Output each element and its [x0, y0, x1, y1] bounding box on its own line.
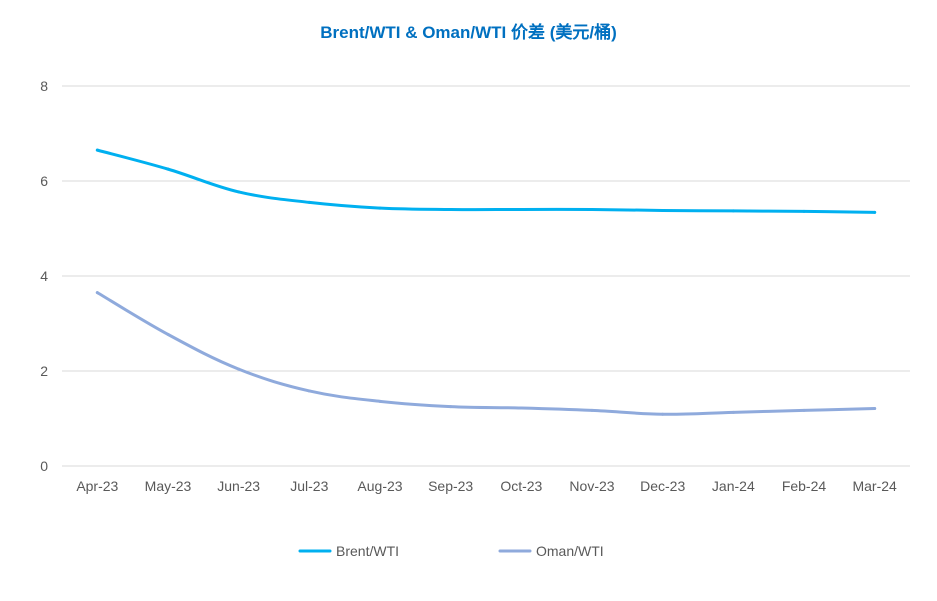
data-point [873, 407, 877, 411]
data-point [449, 208, 453, 211]
y-tick-label: 4 [40, 268, 48, 284]
series-brent-wti [95, 148, 877, 214]
series-line [95, 291, 877, 416]
data-point [95, 148, 99, 152]
gridlines [62, 85, 910, 467]
data-point [449, 405, 453, 409]
data-point [873, 210, 877, 214]
data-point [307, 200, 311, 204]
x-tick-label: May-23 [145, 478, 192, 494]
y-tick-label: 6 [40, 173, 48, 189]
x-tick-label: Sep-23 [428, 478, 473, 494]
data-point [519, 208, 523, 211]
y-tick-label: 0 [40, 458, 48, 474]
x-tick-label: Mar-24 [852, 478, 897, 494]
data-point [237, 190, 241, 194]
x-tick-label: Feb-24 [782, 478, 827, 494]
data-point [378, 206, 382, 210]
x-tick-label: Jun-23 [217, 478, 260, 494]
series-oman-wti [95, 291, 877, 416]
data-point [166, 332, 170, 336]
data-point [661, 412, 665, 416]
series-lines [95, 148, 877, 416]
data-point [590, 408, 594, 412]
data-point [731, 410, 735, 414]
data-point [590, 208, 594, 211]
data-point [378, 399, 382, 403]
x-tick-label: Nov-23 [569, 478, 614, 494]
x-tick-label: Oct-23 [500, 478, 542, 494]
data-point [95, 291, 99, 295]
y-tick-label: 2 [40, 363, 48, 379]
data-point [731, 209, 735, 213]
x-tick-label: Dec-23 [640, 478, 685, 494]
x-tick-label: Aug-23 [357, 478, 402, 494]
x-axis-tick-labels: Apr-23 May-23 Jun-23 Jul-23 Aug-23 Sep-23 Oct-… [76, 478, 897, 494]
y-tick-label: 8 [40, 78, 48, 94]
data-point [166, 167, 170, 171]
data-point [802, 408, 806, 412]
x-tick-label: Jul-23 [290, 478, 328, 494]
legend-label: Brent/WTI [336, 543, 399, 559]
data-point [519, 406, 523, 410]
data-point [307, 389, 311, 393]
data-point [802, 209, 806, 213]
data-point [661, 208, 665, 212]
x-tick-label: Apr-23 [76, 478, 118, 494]
series-line [95, 148, 877, 214]
y-axis-tick-labels: 0 2 4 6 8 [40, 78, 48, 474]
chart-title: Brent/WTI & Oman/WTI 价差 (美元/桶) [320, 23, 617, 42]
legend-label: Oman/WTI [536, 543, 604, 559]
x-tick-label: Jan-24 [712, 478, 755, 494]
legend: Brent/WTI Oman/WTI [298, 543, 604, 559]
data-point [237, 367, 241, 371]
